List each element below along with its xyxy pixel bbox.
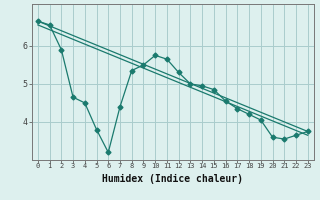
X-axis label: Humidex (Indice chaleur): Humidex (Indice chaleur) — [102, 174, 243, 184]
